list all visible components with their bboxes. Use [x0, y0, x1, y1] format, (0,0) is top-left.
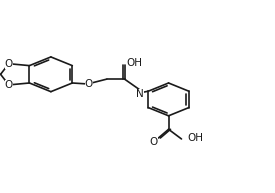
Text: OH: OH — [188, 133, 204, 143]
Text: O: O — [5, 59, 13, 69]
Text: OH: OH — [127, 58, 143, 68]
Text: N: N — [136, 89, 144, 99]
Text: O: O — [5, 80, 13, 90]
Text: O: O — [149, 137, 158, 147]
Text: O: O — [85, 79, 93, 89]
